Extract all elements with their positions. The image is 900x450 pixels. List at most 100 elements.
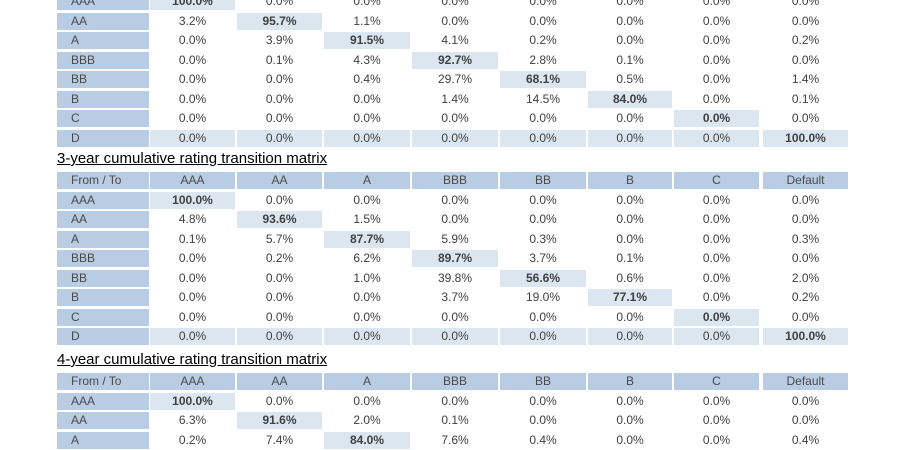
value-cell: 0.0% xyxy=(412,328,498,345)
value-cell: 0.1% xyxy=(178,232,207,246)
diagonal-cell: 100.0% xyxy=(763,130,848,147)
value-cell: 0.0% xyxy=(265,310,294,324)
value-cell: 3.9% xyxy=(265,33,294,47)
value-cell: 7.6% xyxy=(441,433,469,447)
value-cell: 0.2% xyxy=(791,290,820,304)
value-cell: 0.0% xyxy=(529,193,557,207)
header-cell: C xyxy=(674,373,759,390)
value-cell: 2.0% xyxy=(353,413,381,427)
matrix-header-row: From / To AAA AA A BBB BB B C Default xyxy=(0,373,900,390)
value-cell: 0.1% xyxy=(441,413,469,427)
header-cell: C xyxy=(674,172,759,189)
value-cell: 0.1% xyxy=(616,251,644,265)
value-cell: 0.0% xyxy=(353,92,381,106)
row-label: A xyxy=(57,32,149,49)
value-cell: 0.0% xyxy=(702,232,731,246)
value-cell: 0.0% xyxy=(616,14,644,28)
value-cell: 0.0% xyxy=(674,328,759,345)
header-cell: A xyxy=(324,373,410,390)
row-label: D xyxy=(57,328,149,345)
matrix-row: C 0.0% 0.0% 0.0% 0.0% 0.0% 0.0% 0.0% 0.0% xyxy=(0,309,900,326)
matrix-row: D 0.0% 0.0% 0.0% 0.0% 0.0% 0.0% 0.0% 100.0% xyxy=(0,328,900,345)
diagonal-cell: 100.0% xyxy=(150,192,235,209)
matrix-row: BBB 0.0% 0.2% 6.2% 89.7% 3.7% 0.1% 0.0% 0.0% xyxy=(0,250,900,267)
header-cell: B xyxy=(588,172,672,189)
value-cell: 0.0% xyxy=(265,193,294,207)
value-cell: 0.0% xyxy=(412,130,498,147)
diagonal-cell: 0.0% xyxy=(674,309,759,326)
row-label: C xyxy=(57,110,149,127)
value-cell: 0.0% xyxy=(702,33,731,47)
value-cell: 0.0% xyxy=(791,251,820,265)
row-label: B xyxy=(57,91,149,108)
diagonal-cell: 100.0% xyxy=(763,328,848,345)
value-cell: 29.7% xyxy=(437,72,473,86)
matrix-row: AA 4.8% 93.6% 1.5% 0.0% 0.0% 0.0% 0.0% 0.0% xyxy=(0,211,900,228)
value-cell: 0.0% xyxy=(178,251,207,265)
value-cell: 19.0% xyxy=(525,290,561,304)
value-cell: 0.0% xyxy=(588,328,672,345)
value-cell: 0.3% xyxy=(791,232,820,246)
value-cell: 5.7% xyxy=(265,232,294,246)
value-cell: 1.4% xyxy=(441,92,469,106)
value-cell: 0.0% xyxy=(353,394,381,408)
row-label: AAA xyxy=(57,0,149,10)
row-label: BBB xyxy=(57,250,149,267)
value-cell: 0.0% xyxy=(529,413,557,427)
value-cell: 0.0% xyxy=(702,72,731,86)
matrix-row: A 0.2% 7.4% 84.0% 7.6% 0.4% 0.0% 0.0% 0.4% xyxy=(0,432,900,449)
value-cell: 0.0% xyxy=(529,0,557,8)
diagonal-cell: 56.6% xyxy=(500,270,586,287)
value-cell: 0.0% xyxy=(529,310,557,324)
header-cell: AAA xyxy=(150,172,235,189)
value-cell: 0.0% xyxy=(178,33,207,47)
row-label: D xyxy=(57,130,149,147)
value-cell: 2.0% xyxy=(791,271,820,285)
header-cell: AA xyxy=(237,172,322,189)
value-cell: 0.2% xyxy=(265,251,294,265)
value-cell: 0.0% xyxy=(702,290,731,304)
value-cell: 0.0% xyxy=(265,271,294,285)
value-cell: 0.0% xyxy=(178,290,207,304)
value-cell: 0.2% xyxy=(791,33,820,47)
value-cell: 4.1% xyxy=(441,33,469,47)
value-cell: 0.0% xyxy=(178,310,207,324)
value-cell: 0.0% xyxy=(265,290,294,304)
value-cell: 0.0% xyxy=(150,130,235,147)
value-cell: 0.0% xyxy=(324,130,410,147)
value-cell: 0.0% xyxy=(791,14,820,28)
value-cell: 0.0% xyxy=(702,212,731,226)
matrix-row: AAA 100.0% 0.0% 0.0% 0.0% 0.0% 0.0% 0.0% 0.0% xyxy=(0,0,900,10)
value-cell: 0.0% xyxy=(702,394,731,408)
value-cell: 0.0% xyxy=(529,111,557,125)
row-label: BB xyxy=(57,270,149,287)
value-cell: 0.0% xyxy=(702,271,731,285)
value-cell: 0.0% xyxy=(441,14,469,28)
matrix-row: B 0.0% 0.0% 0.0% 1.4% 14.5% 84.0% 0.0% 0.1% xyxy=(0,91,900,108)
value-cell: 0.0% xyxy=(702,53,731,67)
value-cell: 0.0% xyxy=(529,394,557,408)
value-cell: 0.0% xyxy=(353,310,381,324)
value-cell: 0.0% xyxy=(237,130,322,147)
matrix-title: 4-year cumulative rating transition matr… xyxy=(57,351,328,368)
row-label: AAA xyxy=(57,192,149,209)
value-cell: 3.7% xyxy=(529,251,557,265)
value-cell: 0.0% xyxy=(616,193,644,207)
row-label: BBB xyxy=(57,52,149,69)
matrix-row: AA 3.2% 95.7% 1.1% 0.0% 0.0% 0.0% 0.0% 0.0% xyxy=(0,13,900,30)
value-cell: 0.0% xyxy=(529,14,557,28)
matrix-row: AAA 100.0% 0.0% 0.0% 0.0% 0.0% 0.0% 0.0% 0.0% xyxy=(0,192,900,209)
value-cell: 0.0% xyxy=(441,111,469,125)
matrix-row: C 0.0% 0.0% 0.0% 0.0% 0.0% 0.0% 0.0% 0.0% xyxy=(0,110,900,127)
value-cell: 0.0% xyxy=(178,111,207,125)
value-cell: 0.0% xyxy=(441,394,469,408)
matrix-row: D 0.0% 0.0% 0.0% 0.0% 0.0% 0.0% 0.0% 100.0% xyxy=(0,130,900,147)
value-cell: 0.0% xyxy=(265,111,294,125)
diagonal-cell: 77.1% xyxy=(588,289,672,306)
value-cell: 0.0% xyxy=(588,130,672,147)
value-cell: 0.0% xyxy=(616,232,644,246)
value-cell: 0.0% xyxy=(441,310,469,324)
matrix-row: AA 6.3% 91.6% 2.0% 0.1% 0.0% 0.0% 0.0% 0.0% xyxy=(0,412,900,429)
matrix-row: BB 0.0% 0.0% 0.4% 29.7% 68.1% 0.5% 0.0% 1.4% xyxy=(0,71,900,88)
value-cell: 0.0% xyxy=(702,413,731,427)
